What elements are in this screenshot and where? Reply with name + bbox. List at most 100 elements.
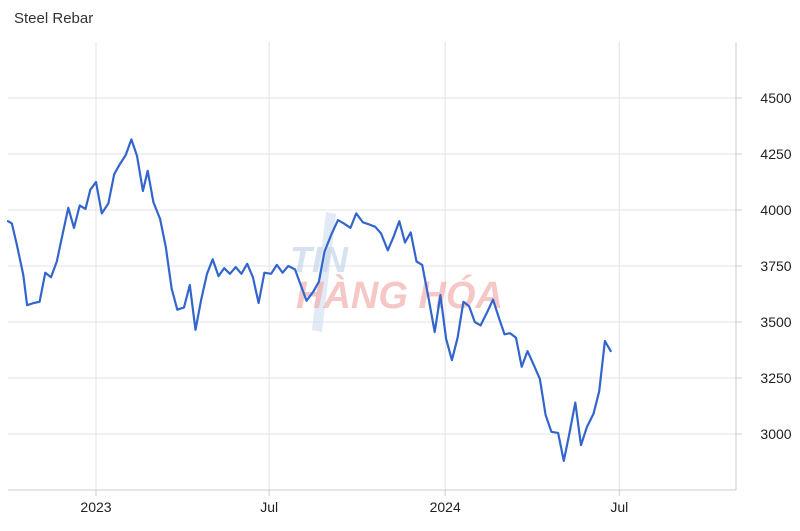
watermark-text-line2: HÀNG HÓA [296, 273, 503, 317]
data-point [592, 413, 595, 415]
data-point [282, 272, 284, 274]
data-point [337, 219, 339, 221]
data-point [492, 299, 494, 301]
data-point [434, 331, 436, 333]
data-point [598, 390, 600, 392]
y-tick-label: 3000 [760, 426, 791, 442]
data-point [557, 432, 559, 434]
data-point [509, 332, 511, 334]
data-point [462, 301, 464, 303]
data-point [136, 155, 138, 157]
data-point [539, 378, 541, 380]
data-point [574, 402, 576, 404]
data-point [194, 329, 197, 331]
gridlines [8, 42, 736, 490]
data-point [610, 350, 612, 352]
data-point [474, 321, 476, 323]
watermark-arrow-shape [312, 212, 336, 332]
y-tick-label: 3500 [760, 314, 791, 330]
data-point [95, 181, 97, 183]
data-point [380, 232, 382, 235]
data-point [61, 234, 64, 236]
data-point [343, 222, 345, 224]
data-point [229, 273, 231, 275]
data-point [101, 212, 103, 214]
data-point [468, 305, 470, 307]
x-tick-label: 2024 [430, 499, 461, 515]
data-point [312, 291, 314, 293]
data-point [125, 154, 127, 156]
data-point [580, 444, 582, 446]
data-point [263, 272, 265, 274]
data-point [223, 267, 225, 269]
y-tick-label: 4500 [760, 90, 791, 106]
data-point [421, 264, 423, 266]
data-point [212, 258, 214, 260]
x-tick-label: Jul [610, 499, 628, 515]
x-tick-label: 2023 [80, 499, 111, 515]
data-point [147, 170, 149, 172]
data-point [258, 302, 260, 304]
data-point [398, 220, 400, 222]
chart-title: Steel Rebar [14, 10, 94, 27]
data-point [300, 284, 302, 286]
data-point [206, 273, 208, 275]
data-point [480, 324, 482, 326]
data-point [604, 340, 606, 342]
data-point [369, 224, 371, 226]
data-point [252, 276, 254, 278]
data-point [11, 222, 13, 224]
y-tick-label: 4000 [760, 202, 791, 218]
data-point [189, 284, 191, 286]
tick-labels: 3000 3250 3500 3750 4000 4250 4500 2023 Jul 2024 J… [80, 90, 791, 515]
data-point [171, 287, 173, 289]
data-point [159, 218, 161, 220]
y-tick-label: 3250 [760, 370, 791, 386]
data-point [22, 274, 24, 276]
data-point [240, 273, 242, 275]
data-point [427, 294, 429, 296]
data-point [142, 190, 144, 192]
data-point [165, 246, 167, 248]
data-point [7, 220, 9, 222]
data-point [439, 294, 441, 296]
data-point [550, 431, 553, 433]
data-point [44, 272, 46, 274]
data-point [26, 304, 28, 306]
x-tick-label: Jul [260, 499, 278, 515]
data-point [445, 338, 447, 340]
data-point [200, 299, 202, 301]
data-point [152, 201, 154, 203]
data-point [498, 316, 500, 319]
data-point [276, 264, 278, 266]
data-point [16, 243, 18, 245]
data-point [79, 204, 81, 207]
data-point [362, 221, 364, 223]
data-point [410, 231, 412, 233]
data-point [39, 301, 41, 303]
data-point [318, 281, 320, 283]
data-point [457, 337, 459, 339]
data-point [526, 350, 529, 352]
data-point [56, 260, 58, 263]
data-point [246, 263, 248, 265]
data-point [586, 426, 588, 428]
data-point [324, 250, 326, 252]
data-point [515, 337, 517, 339]
data-point [503, 333, 506, 335]
data-point [33, 302, 35, 304]
data-point [176, 309, 178, 311]
data-point [235, 266, 237, 268]
data-point [387, 249, 389, 251]
y-tick-label: 3750 [760, 258, 791, 274]
data-point [73, 227, 75, 229]
y-tick-label: 4250 [760, 146, 791, 162]
data-point [404, 241, 406, 244]
axes [8, 42, 742, 496]
data-point [392, 236, 395, 238]
data-point [563, 460, 565, 462]
data-point [270, 273, 272, 275]
data-point [89, 189, 91, 191]
